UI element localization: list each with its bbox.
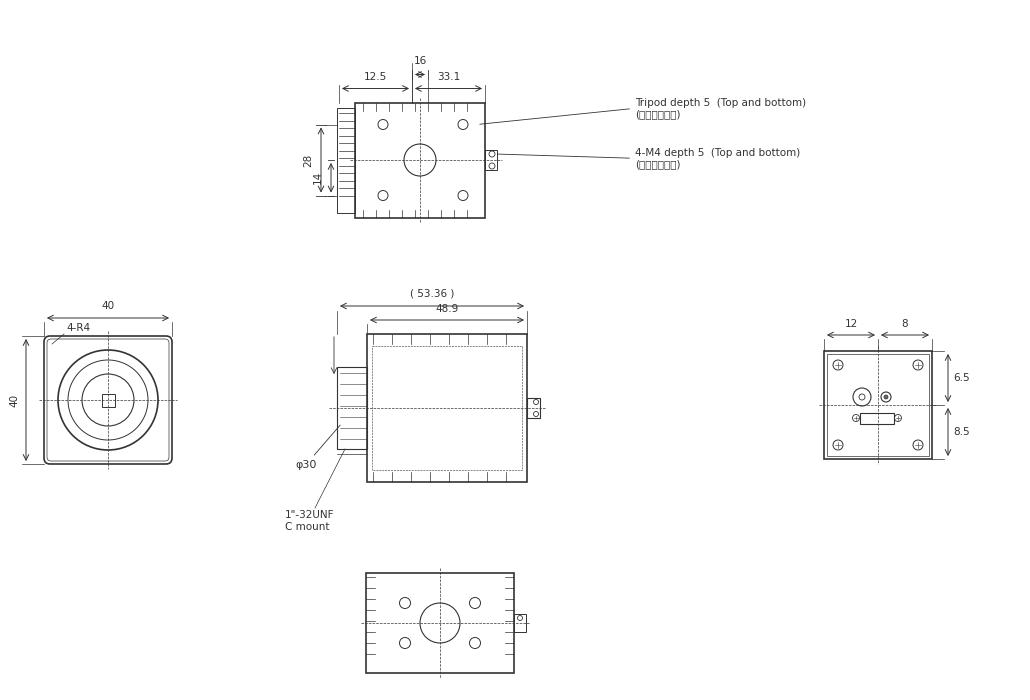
Bar bbox=[367, 334, 527, 482]
Text: 12.5: 12.5 bbox=[364, 73, 387, 83]
Text: 48.9: 48.9 bbox=[436, 304, 458, 314]
Bar bbox=[485, 150, 497, 170]
Bar bbox=[372, 346, 522, 470]
Text: 1"-32UNF
C mount: 1"-32UNF C mount bbox=[285, 510, 335, 531]
Text: 8.5: 8.5 bbox=[953, 427, 969, 437]
Text: 6.5: 6.5 bbox=[953, 373, 969, 383]
Text: Tripod depth 5  (Top and bottom)
(対面同一形状): Tripod depth 5 (Top and bottom) (対面同一形状) bbox=[480, 97, 806, 124]
Bar bbox=[337, 367, 367, 449]
Bar bbox=[824, 351, 932, 459]
Bar bbox=[527, 398, 540, 418]
Text: 40: 40 bbox=[9, 393, 19, 407]
Bar bbox=[366, 573, 514, 673]
Bar bbox=[337, 108, 355, 213]
Text: 33.1: 33.1 bbox=[437, 73, 460, 83]
Text: ( 53.36 ): ( 53.36 ) bbox=[410, 289, 454, 299]
Text: 4-M4 depth 5  (Top and bottom)
(対面同一形状): 4-M4 depth 5 (Top and bottom) (対面同一形状) bbox=[497, 148, 800, 169]
Text: 8: 8 bbox=[901, 319, 908, 329]
Text: φ30: φ30 bbox=[295, 425, 340, 470]
Text: 4-R4: 4-R4 bbox=[66, 323, 91, 333]
Circle shape bbox=[884, 395, 888, 399]
Text: 12: 12 bbox=[845, 319, 858, 329]
Text: 40: 40 bbox=[101, 301, 114, 311]
Text: 14: 14 bbox=[313, 171, 323, 184]
Bar bbox=[514, 614, 526, 632]
Bar bbox=[860, 413, 894, 424]
Bar bbox=[102, 393, 114, 407]
Bar bbox=[355, 102, 485, 218]
Text: 28: 28 bbox=[303, 153, 313, 167]
Bar bbox=[827, 354, 929, 456]
Text: 16: 16 bbox=[413, 57, 426, 66]
